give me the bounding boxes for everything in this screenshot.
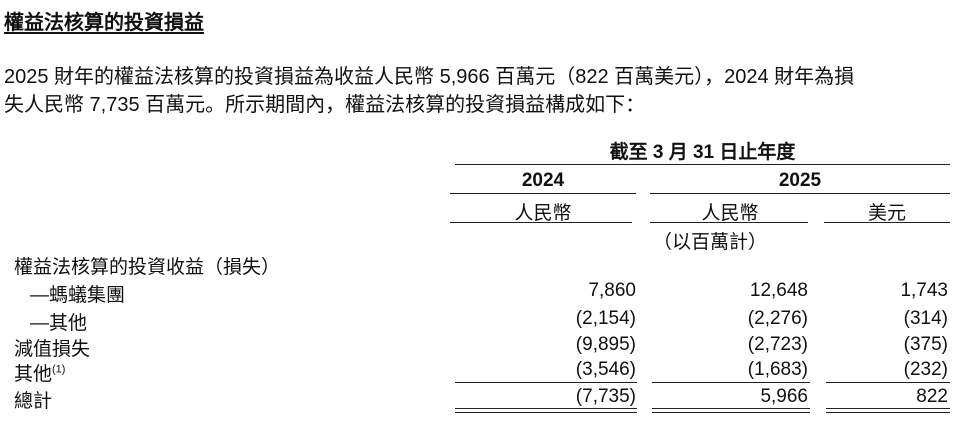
row-label: 減值損失 [14, 339, 91, 360]
row-label: 其他(1) [14, 363, 66, 385]
unit-note: （以百萬計） [652, 232, 767, 253]
total-double-line [455, 408, 637, 413]
divider [650, 222, 808, 223]
currency-2025-usd: 美元 [867, 203, 906, 224]
subtotal-line [652, 382, 810, 383]
currency-2024-rmb: 人民幣 [514, 203, 572, 224]
row-label: —螞蟻集團 [30, 285, 126, 306]
row-value: 12,648 [749, 280, 808, 301]
period-header: 截至 3 月 31 日止年度 [609, 142, 796, 163]
row-value: (9,895) [575, 334, 636, 355]
row-value: 822 [916, 386, 948, 407]
year-2024: 2024 [521, 170, 565, 191]
row-value: (314) [903, 308, 948, 329]
row-label: —其他 [30, 313, 88, 334]
row-value: 1,743 [900, 280, 948, 301]
divider [450, 193, 636, 194]
currency-2025-rmb: 人民幣 [701, 203, 759, 224]
row-value: (1,683) [747, 359, 808, 380]
divider [450, 222, 632, 223]
divider [650, 193, 950, 194]
footnote-marker: (1) [52, 363, 66, 376]
row-label: 權益法核算的投資收益（損失） [14, 257, 281, 278]
row-value: (375) [903, 334, 948, 355]
paragraph-line-1: 2025 財年的權益法核算的投資損益為收益人民幣 5,966 百萬元（822 百… [4, 66, 855, 88]
section-title: 權益法核算的投資損益 [4, 12, 204, 34]
row-value: (2,276) [747, 308, 808, 329]
row-value: (232) [903, 359, 948, 380]
divider [455, 164, 950, 165]
divider [824, 222, 950, 223]
row-value: (3,546) [575, 359, 636, 380]
subtotal-line [826, 382, 950, 383]
year-2025: 2025 [778, 170, 822, 191]
row-value: 7,860 [588, 280, 636, 301]
subtotal-line [455, 382, 637, 383]
row-value: (7,735) [575, 386, 636, 407]
row-value: (2,723) [747, 334, 808, 355]
row-label: 總計 [14, 391, 53, 412]
row-value: 5,966 [760, 386, 808, 407]
total-double-line [652, 408, 810, 413]
total-double-line [826, 408, 950, 413]
paragraph-line-2: 失人民幣 7,735 百萬元。所示期間內，權益法核算的投資損益構成如下： [4, 94, 646, 116]
row-value: (2,154) [575, 308, 636, 329]
